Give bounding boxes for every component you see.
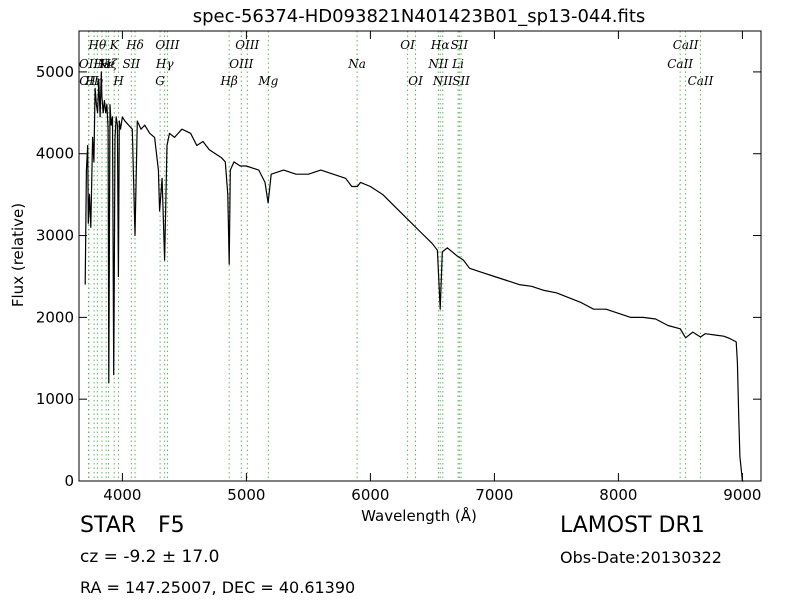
line-marker-label: NII — [427, 57, 448, 71]
line-marker-label: Hζ — [99, 57, 118, 71]
line-marker-label: Hε — [92, 57, 110, 71]
line-marker-label: CaII — [667, 57, 693, 71]
axis-ticks: 4000 5000 6000 7000 8000 9000 0 1000 2000 3000 400… — [36, 31, 761, 504]
spectrum-series-line — [84, 71, 744, 482]
line-marker-label: CaII — [688, 74, 714, 88]
line-marker-label: CaII — [673, 38, 699, 52]
y-tick-label: 2000 — [36, 308, 74, 326]
plot-frame — [78, 30, 762, 482]
line-marker-label: Hα — [430, 38, 450, 52]
x-tick-label: 7000 — [475, 486, 513, 504]
line-marker-label: OIII — [235, 38, 259, 52]
line-marker-label: Li — [451, 57, 464, 71]
line-marker-label: OII — [79, 74, 99, 88]
line-marker-label: Hγ — [155, 57, 174, 71]
redshift-text: cz = -9.2 ± 17.0 — [80, 547, 220, 567]
line-marker-label: H — [112, 74, 124, 88]
class-label: STAR — [80, 513, 137, 538]
subclass-label: F5 — [158, 513, 185, 538]
x-tick-label: 8000 — [599, 486, 637, 504]
x-axis-label: Wavelength (Å) — [361, 506, 477, 525]
line-marker-label: K — [109, 38, 120, 52]
line-marker-label: Hβ — [219, 74, 237, 88]
y-tick-label: 1000 — [36, 390, 74, 408]
line-marker-label: OIII — [155, 38, 179, 52]
line-marker-label: Hθ — [88, 38, 107, 52]
y-tick-label: 5000 — [36, 63, 74, 81]
line-marker-label: Na — [347, 57, 366, 71]
coordinates-text: RA = 147.25007, DEC = 40.61390 — [80, 578, 356, 597]
line-marker-label: SII — [122, 57, 140, 71]
line-marker-label: Hδ — [125, 38, 144, 52]
line-marker-label: Ne — [96, 57, 115, 71]
spectral-line-labels: OIIOIIHηHθHεNeHζKHSIIHδGHγOIIIHβOIIIOIII… — [79, 38, 714, 88]
x-tick-label: 9000 — [723, 486, 761, 504]
line-marker-label: SII — [450, 38, 468, 52]
line-marker-label: OI — [400, 38, 415, 52]
y-tick-label: 3000 — [36, 227, 74, 245]
line-marker-label: NII — [432, 74, 453, 88]
spectral-line-markers — [88, 31, 701, 481]
y-axis-label: Flux (relative) — [9, 203, 27, 307]
x-tick-label: 6000 — [351, 486, 389, 504]
line-marker-label: OII — [79, 57, 99, 71]
line-marker-label: OI — [408, 74, 423, 88]
line-marker-label: OIII — [229, 57, 253, 71]
chart-title: spec-56374-HD093821N401423B01_sp13-044.f… — [193, 6, 646, 27]
survey-label: LAMOST DR1 — [560, 513, 705, 538]
line-marker-label: SII — [452, 74, 470, 88]
line-marker-label: Mg — [257, 74, 278, 88]
obs-date-text: Obs-Date:20130322 — [560, 548, 722, 567]
x-tick-label: 5000 — [227, 486, 265, 504]
y-tick-label: 0 — [64, 472, 74, 490]
y-tick-label: 4000 — [36, 145, 74, 163]
x-tick-label: 4000 — [103, 486, 141, 504]
line-marker-label: G — [155, 74, 165, 88]
